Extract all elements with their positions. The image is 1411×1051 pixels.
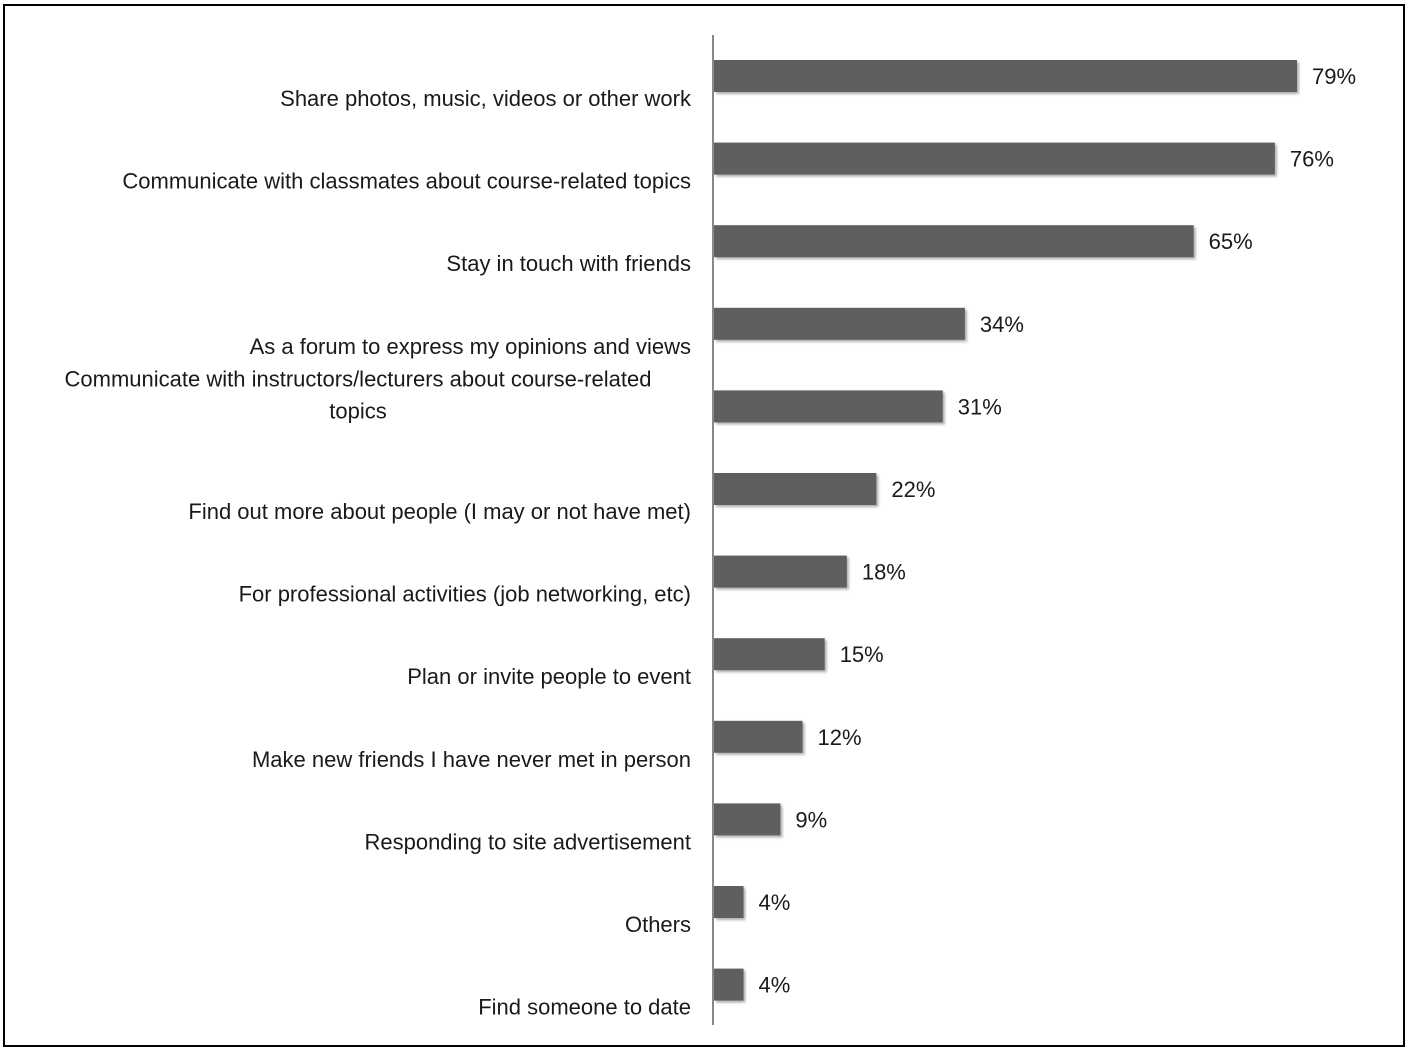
bar [714,886,744,918]
bar [714,390,943,423]
category-label: Find someone to date [478,995,691,1020]
category-label: Share photos, music, videos or other wor… [280,86,692,111]
category-label: Communicate with instructors/lecturers a… [65,366,652,423]
bars-group [714,60,1297,1001]
value-label: 12% [818,725,862,750]
category-label: Plan or invite people to event [407,664,691,689]
value-label: 22% [891,477,935,502]
category-label: For professional activities (job network… [239,582,691,607]
value-label: 31% [958,394,1002,419]
bar [714,968,744,1001]
bar [714,638,825,671]
value-labels-group: 79% 76% 65% 34% 31% 22% 18% 15% 12% 9% 4% 4% [759,64,1357,998]
value-label: 15% [840,642,884,667]
bar [714,307,965,340]
bar [714,225,1194,258]
category-label: Make new friends I have never met in per… [252,747,691,772]
value-label: 18% [862,560,906,585]
category-label: As a forum to express my opinions and vi… [250,334,691,359]
bar [714,555,847,588]
category-label: Find out more about people (I may or not… [188,499,691,524]
value-label: 9% [795,807,827,832]
bar [714,473,877,505]
bar [714,803,781,836]
value-label: 34% [980,312,1024,337]
bar [714,60,1297,92]
value-label: 79% [1312,64,1356,89]
category-label: Responding to site advertisement [364,829,691,854]
bar [714,720,803,753]
category-label: Communicate with classmates about course… [122,169,691,194]
value-label: 65% [1209,229,1253,254]
value-label: 4% [759,890,791,915]
bar [714,142,1275,175]
category-label: Stay in touch with friends [446,251,691,276]
category-label: Others [625,912,691,937]
chart-frame [3,4,1405,1047]
category-labels-group: Share photos, music, videos or other wor… [65,86,692,1020]
value-label: 4% [759,973,791,998]
value-label: 76% [1290,147,1334,172]
